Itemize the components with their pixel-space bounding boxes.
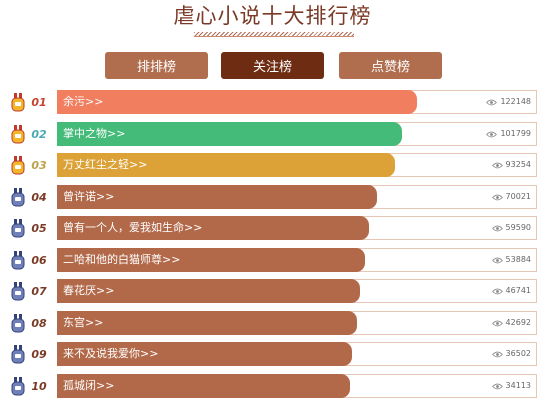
eye-icon	[491, 288, 503, 294]
gold-medal-icon	[11, 93, 25, 112]
blue-medal-icon	[11, 282, 25, 301]
view-count-value: 122148	[500, 97, 531, 106]
rank-number: 04	[31, 191, 47, 204]
tab-label: 关注榜	[252, 60, 292, 75]
tab-pai-pai-bang[interactable]: 排排榜	[105, 52, 208, 79]
ranking-bar[interactable]: 余污>>	[57, 90, 417, 114]
view-count: 101799	[486, 122, 531, 146]
gold-medal-icon	[11, 125, 25, 144]
ranking-row: 07 春花厌>> 46741	[0, 279, 545, 305]
blue-medal-icon	[11, 188, 25, 207]
novel-title-link[interactable]: 孤城闭>>	[63, 379, 115, 392]
rank-number: 06	[31, 254, 47, 267]
view-count: 36502	[491, 342, 531, 366]
ranking-bar[interactable]: 二哈和他的白猫师尊>>	[57, 248, 365, 272]
ranking-row: 10 孤城闭>> 34113	[0, 374, 545, 400]
ranking-row: 01 余污>> 122148	[0, 90, 545, 116]
view-count-value: 42692	[505, 318, 531, 327]
rank-number: 09	[31, 348, 47, 361]
eye-icon	[491, 225, 503, 231]
ranking-bar[interactable]: 曾许诺>>	[57, 185, 377, 209]
novel-title-link[interactable]: 东宫>>	[63, 316, 104, 329]
tab-bar: 排排榜 关注榜 点赞榜	[0, 52, 545, 79]
ranking-bar[interactable]: 春花厌>>	[57, 279, 360, 303]
eye-icon	[491, 320, 503, 326]
novel-title-link[interactable]: 余污>>	[63, 95, 104, 108]
view-count-value: 59590	[505, 223, 531, 232]
eye-icon	[491, 162, 503, 168]
view-count: 122148	[486, 90, 531, 114]
view-count: 70021	[491, 185, 531, 209]
ranking-bar[interactable]: 曾有一个人，爱我如生命>>	[57, 216, 369, 240]
ranking-row: 05 曾有一个人，爱我如生命>> 59590	[0, 216, 545, 242]
view-count-value: 93254	[505, 160, 531, 169]
novel-title-link[interactable]: 掌中之物>>	[63, 127, 126, 140]
eye-icon	[491, 351, 503, 357]
blue-medal-icon	[11, 377, 25, 396]
ranking-bar[interactable]: 孤城闭>>	[57, 374, 350, 398]
rank-number: 08	[31, 317, 47, 330]
ranking-row: 03 万丈红尘之轻>> 93254	[0, 153, 545, 179]
eye-icon	[491, 257, 503, 263]
view-count-value: 101799	[500, 129, 531, 138]
view-count: 34113	[491, 374, 531, 398]
novel-title-link[interactable]: 来不及说我爱你>>	[63, 347, 159, 360]
view-count-value: 34113	[505, 381, 531, 390]
blue-medal-icon	[11, 314, 25, 333]
rank-number: 03	[31, 159, 47, 172]
ranking-bar[interactable]: 来不及说我爱你>>	[57, 342, 352, 366]
novel-title-link[interactable]: 春花厌>>	[63, 284, 115, 297]
blue-medal-icon	[11, 219, 25, 238]
novel-title-link[interactable]: 曾许诺>>	[63, 190, 115, 203]
rank-number: 02	[31, 128, 47, 141]
view-count-value: 70021	[505, 192, 531, 201]
page-title: 虐心小说十大排行榜	[173, 4, 372, 28]
eye-icon	[486, 131, 498, 137]
blue-medal-icon	[11, 251, 25, 270]
view-count: 42692	[491, 311, 531, 335]
ranking-bar[interactable]: 东宫>>	[57, 311, 357, 335]
rank-number: 10	[31, 380, 47, 393]
novel-title-link[interactable]: 万丈红尘之轻>>	[63, 158, 148, 171]
ranking-row: 04 曾许诺>> 70021	[0, 185, 545, 211]
title-underline	[194, 32, 354, 37]
rank-number: 01	[31, 96, 47, 109]
view-count: 93254	[491, 153, 531, 177]
ranking-row: 06 二哈和他的白猫师尊>> 53884	[0, 248, 545, 274]
ranking-bar[interactable]: 万丈红尘之轻>>	[57, 153, 395, 177]
eye-icon	[486, 99, 498, 105]
rank-number: 07	[31, 285, 47, 298]
eye-icon	[491, 194, 503, 200]
novel-title-link[interactable]: 二哈和他的白猫师尊>>	[63, 253, 181, 266]
tab-label: 排排榜	[136, 60, 176, 75]
view-count-value: 53884	[505, 255, 531, 264]
ranking-bar[interactable]: 掌中之物>>	[57, 122, 402, 146]
ranking-row: 08 东宫>> 42692	[0, 311, 545, 337]
ranking-row: 09 来不及说我爱你>> 36502	[0, 342, 545, 368]
novel-title-link[interactable]: 曾有一个人，爱我如生命>>	[63, 221, 203, 234]
view-count-value: 46741	[505, 286, 531, 295]
view-count: 46741	[491, 279, 531, 303]
view-count: 53884	[491, 248, 531, 272]
view-count: 59590	[491, 216, 531, 240]
tab-guan-zhu-bang[interactable]: 关注榜	[221, 52, 324, 79]
blue-medal-icon	[11, 345, 25, 364]
rank-number: 05	[31, 222, 47, 235]
tab-label: 点赞榜	[370, 60, 410, 75]
tab-dian-zan-bang[interactable]: 点赞榜	[339, 52, 442, 79]
view-count-value: 36502	[505, 349, 531, 358]
ranking-row: 02 掌中之物>> 101799	[0, 122, 545, 148]
eye-icon	[491, 383, 503, 389]
gold-medal-icon	[11, 156, 25, 175]
